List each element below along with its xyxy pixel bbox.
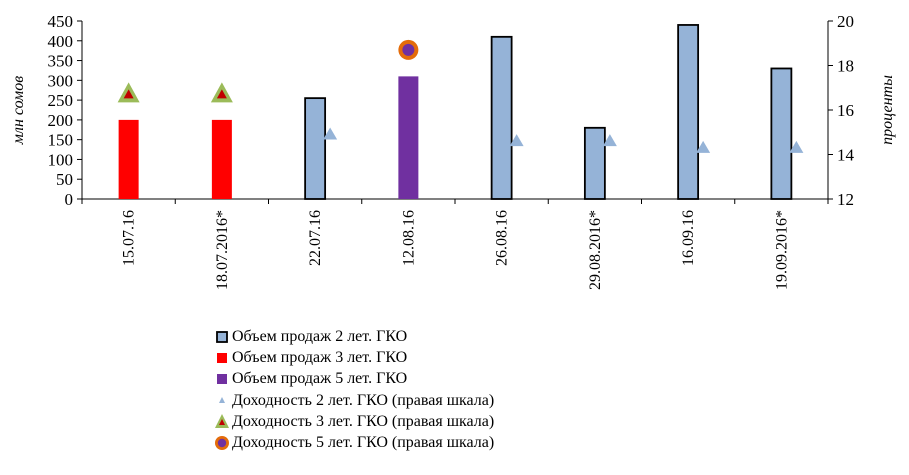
left-axis-tick-label: 200 <box>48 111 74 130</box>
bar <box>677 24 700 200</box>
legend-bar-swatch <box>214 329 230 345</box>
legend-label: Объем продаж 5 лет. ГКО <box>232 370 408 388</box>
legend-label: Доходность 3 лет. ГКО (правая шкала) <box>232 412 495 430</box>
legend-triangle-icon <box>214 413 230 429</box>
legend-label: Объем продаж 3 лет. ГКО <box>232 349 408 367</box>
y-axis-title: млн сомов <box>10 76 27 145</box>
legend-bar-swatch <box>214 350 230 366</box>
x-axis-tick-label: 12.08.16 <box>400 210 417 266</box>
x-axis-tick-label: 22.07.16 <box>307 210 324 266</box>
x-axis-tick-label: 18.07.2016* <box>214 210 231 290</box>
y2-axis-title: проценты <box>879 75 896 145</box>
yield-2y-marker <box>509 134 524 147</box>
left-axis-tick-label: 400 <box>48 32 74 51</box>
legend-item: Доходность 2 лет. ГКО (правая шкала) <box>214 390 494 411</box>
right-axis-tick-label: 18 <box>837 57 854 76</box>
bar <box>490 35 513 200</box>
right-axis-tick-label: 14 <box>837 146 855 165</box>
legend-bar-swatch <box>214 371 230 387</box>
x-axis-tick-label: 15.07.16 <box>121 210 138 266</box>
bar <box>118 119 139 199</box>
legend-label: Доходность 5 лет. ГКО (правая шкала) <box>232 433 495 451</box>
right-axis-tick-label: 16 <box>837 101 854 120</box>
yield-3y-marker-core <box>216 89 227 99</box>
x-axis-tick-label: 16.09.16 <box>680 210 697 266</box>
bar <box>398 76 419 199</box>
legend-item: Объем продаж 3 лет. ГКО <box>214 347 494 368</box>
bar <box>211 119 232 199</box>
right-axis-tick-label: 12 <box>837 190 854 209</box>
left-axis-tick-label: 0 <box>65 190 74 209</box>
legend-item: Объем продаж 5 лет. ГКО <box>214 368 494 389</box>
legend-item: Объем продаж 2 лет. ГКО <box>214 326 494 347</box>
x-axis-tick-label: 19.09.2016* <box>773 210 790 290</box>
x-axis-tick-label: 29.08.2016* <box>587 210 604 290</box>
left-axis-tick-label: 50 <box>56 170 73 189</box>
bar <box>304 97 327 200</box>
legend-label: Доходность 2 лет. ГКО (правая шкала) <box>232 391 495 409</box>
left-axis-tick-label: 100 <box>48 150 74 169</box>
legend-item: Доходность 3 лет. ГКО (правая шкала) <box>214 411 494 432</box>
legend-circle-icon <box>214 435 230 451</box>
yield-2y-marker <box>696 140 711 153</box>
yield-2y-marker <box>602 134 617 147</box>
legend-item: Доходность 5 лет. ГКО (правая шкала) <box>214 432 494 453</box>
yield-2y-marker <box>789 140 804 153</box>
yield-3y-marker-core <box>123 89 134 99</box>
yield-5y-marker-core <box>402 43 415 56</box>
yield-2y-marker <box>323 127 338 140</box>
left-axis-tick-label: 150 <box>48 131 74 150</box>
x-axis-tick-label: 26.08.16 <box>494 210 511 266</box>
left-axis-tick-label: 300 <box>48 71 74 90</box>
legend-label: Объем продаж 2 лет. ГКО <box>232 328 408 345</box>
right-axis-tick-label: 20 <box>837 12 854 31</box>
bar <box>770 67 793 200</box>
bar <box>583 126 606 200</box>
legend: Объем продаж 2 лет. ГКО Объем продаж 3 ле… <box>214 326 494 453</box>
legend-triangle-small-icon <box>214 392 230 408</box>
left-axis-tick-label: 350 <box>48 52 74 71</box>
left-axis-tick-label: 250 <box>48 91 74 110</box>
left-axis-tick-label: 450 <box>48 12 74 31</box>
